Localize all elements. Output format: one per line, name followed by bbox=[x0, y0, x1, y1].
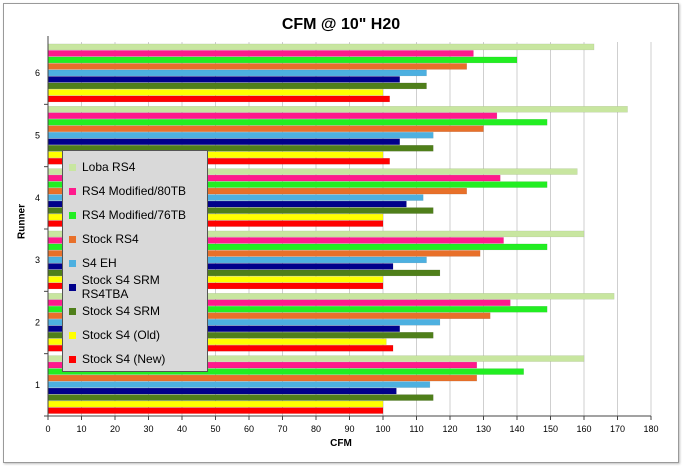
x-tick-label: 60 bbox=[244, 424, 254, 434]
x-tick-label: 10 bbox=[76, 424, 86, 434]
legend-item: Loba RS4 bbox=[69, 155, 205, 179]
bar bbox=[47, 50, 474, 57]
legend-swatch bbox=[69, 331, 76, 339]
x-tick-label: 150 bbox=[543, 424, 558, 434]
bar bbox=[47, 106, 628, 113]
y-tick-label: 1 bbox=[35, 380, 40, 390]
bar bbox=[47, 138, 400, 145]
x-tick-label: 100 bbox=[375, 424, 390, 434]
legend-label: Stock S4 (New) bbox=[82, 352, 166, 366]
x-tick-label: 0 bbox=[45, 424, 50, 434]
x-tick-label: 90 bbox=[344, 424, 354, 434]
legend-swatch bbox=[69, 283, 76, 291]
x-tick-label: 180 bbox=[643, 424, 658, 434]
legend-label: Stock S4 SRM RS4TBA bbox=[81, 273, 160, 301]
x-tick-label: 120 bbox=[442, 424, 457, 434]
y-tick-label: 6 bbox=[35, 68, 40, 78]
x-tick-label: 40 bbox=[177, 424, 187, 434]
bar bbox=[47, 407, 384, 414]
legend-item: S4 EH bbox=[69, 251, 205, 275]
legend-swatch bbox=[69, 235, 76, 243]
bar bbox=[47, 132, 434, 139]
bar bbox=[47, 381, 431, 388]
legend-item: Stock S4 (Old) bbox=[69, 323, 205, 347]
bar bbox=[47, 125, 484, 132]
x-tick-label: 70 bbox=[277, 424, 287, 434]
legend-item: RS4 Modified/80TB bbox=[69, 179, 205, 203]
bar bbox=[47, 119, 548, 126]
legend-swatch bbox=[69, 211, 76, 219]
x-tick-label: 50 bbox=[210, 424, 220, 434]
bar bbox=[47, 400, 384, 408]
bar bbox=[47, 112, 498, 119]
y-tick-label: 3 bbox=[35, 255, 40, 265]
legend-label: RS4 Modified/76TB bbox=[82, 208, 187, 222]
x-tick-label: 140 bbox=[509, 424, 524, 434]
legend-swatch bbox=[69, 259, 76, 267]
y-tick-label: 2 bbox=[35, 318, 40, 328]
bar bbox=[47, 387, 397, 395]
y-tick-label: 4 bbox=[35, 193, 40, 203]
legend-label: RS4 Modified/80TB bbox=[82, 184, 187, 198]
x-tick-label: 20 bbox=[110, 424, 120, 434]
legend-item: Stock S4 SRM RS4TBA bbox=[69, 273, 205, 301]
bar bbox=[47, 374, 478, 382]
legend-label: S4 EH bbox=[82, 256, 117, 270]
x-axis-label: CFM bbox=[330, 438, 352, 449]
x-tick-label: 110 bbox=[409, 424, 423, 434]
legend-label: Stock S4 SRM bbox=[82, 304, 161, 318]
x-tick-label: 170 bbox=[610, 424, 625, 434]
legend-swatch bbox=[69, 187, 76, 195]
legend-label: Loba RS4 bbox=[82, 160, 136, 174]
y-tick-label: 5 bbox=[35, 131, 40, 141]
bar bbox=[47, 69, 427, 77]
x-tick-label: 30 bbox=[143, 424, 153, 434]
bar bbox=[47, 43, 595, 51]
bar bbox=[47, 63, 467, 70]
x-tick-label: 160 bbox=[576, 424, 591, 434]
legend-swatch bbox=[69, 163, 76, 171]
bar bbox=[47, 76, 400, 83]
bar bbox=[47, 394, 434, 401]
chart-legend: Loba RS4 RS4 Modified/80TB RS4 Modified/76… bbox=[62, 150, 208, 372]
x-tick-label: 80 bbox=[311, 424, 321, 434]
legend-label: Stock S4 (Old) bbox=[82, 328, 161, 342]
chart-title: CFM @ 10" H20 bbox=[281, 16, 401, 33]
legend-item: RS4 Modified/76TB bbox=[69, 203, 205, 227]
x-tick-label: 130 bbox=[476, 424, 491, 434]
legend-item: Stock S4 SRM bbox=[69, 299, 205, 323]
bar bbox=[47, 89, 384, 96]
bar bbox=[47, 82, 427, 90]
legend-label: Stock RS4 bbox=[82, 232, 139, 246]
legend-item: Stock RS4 bbox=[69, 227, 205, 251]
legend-swatch bbox=[69, 355, 76, 363]
legend-item: Stock S4 (New) bbox=[69, 347, 205, 371]
legend-swatch bbox=[69, 307, 76, 315]
bar bbox=[47, 95, 390, 103]
bar bbox=[47, 56, 518, 64]
